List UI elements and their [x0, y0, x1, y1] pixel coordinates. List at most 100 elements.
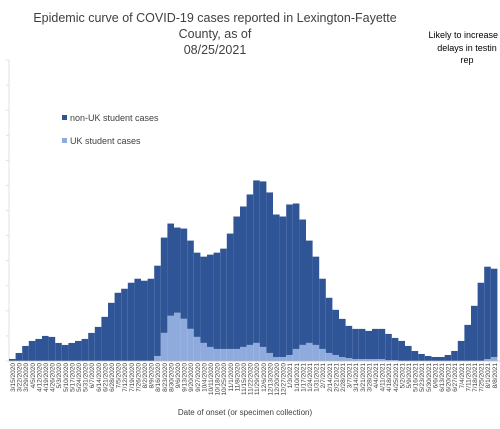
- bar-non-uk: [9, 358, 16, 361]
- x-tick-label: 6/14/2020: [96, 363, 103, 392]
- x-tick-label: 11/1/2020: [228, 363, 235, 392]
- x-tick-label: 9/27/2020: [195, 363, 202, 392]
- bar-non-uk: [418, 353, 425, 361]
- bar-uk: [160, 332, 168, 361]
- bar-non-uk: [147, 278, 155, 361]
- bar-uk: [352, 358, 359, 361]
- x-tick-label: 7/5/2020: [116, 363, 123, 389]
- bar-uk: [372, 358, 379, 361]
- bar-uk: [174, 312, 181, 361]
- x-tick-label: 7/26/2020: [135, 363, 142, 392]
- x-tick-label: 4/5/2020: [30, 363, 37, 389]
- bar-uk: [207, 346, 214, 361]
- bar-non-uk: [339, 318, 346, 357]
- bar-uk: [358, 358, 366, 361]
- x-tick-label: 5/10/2020: [63, 363, 70, 392]
- bar-uk: [319, 348, 326, 361]
- x-tick-label: 8/9/2020: [149, 363, 156, 389]
- x-tick-label: 9/6/2020: [175, 363, 182, 389]
- x-tick-label: 5/30/2021: [426, 363, 433, 392]
- bar-uk: [385, 359, 392, 361]
- bar-non-uk: [207, 254, 214, 347]
- x-tick-label: 7/18/2021: [472, 363, 479, 392]
- bar-non-uk: [108, 302, 115, 361]
- x-tick-label: 6/27/2021: [452, 363, 459, 392]
- bar-non-uk: [484, 266, 491, 359]
- bar-uk: [167, 315, 174, 361]
- x-tick-label: 4/18/2021: [386, 363, 393, 392]
- x-tick-label: 3/22/2020: [17, 363, 24, 392]
- x-tick-label: 6/28/2020: [109, 363, 116, 392]
- x-tick-label: 7/11/2021: [465, 363, 472, 392]
- x-tick-label: 1/24/2021: [307, 363, 314, 392]
- bar-non-uk: [477, 282, 485, 361]
- x-tick-label: 8/16/2020: [155, 363, 162, 392]
- y-axis-ticks: [6, 59, 9, 362]
- bar-uk: [292, 348, 300, 361]
- x-tick-label: 10/25/2020: [221, 363, 228, 396]
- x-tick-label: 5/24/2020: [76, 363, 83, 392]
- x-tick-label: 1/17/2021: [300, 363, 307, 392]
- bar-non-uk: [312, 256, 320, 345]
- bar-non-uk: [306, 240, 313, 343]
- bar-non-uk: [391, 337, 399, 360]
- bar-non-uk: [246, 194, 254, 345]
- bar-non-uk: [345, 325, 353, 358]
- x-tick-label: 8/2/2020: [142, 363, 149, 389]
- bar-uk: [365, 358, 372, 361]
- bar-uk: [187, 328, 194, 361]
- bar-non-uk: [220, 248, 227, 349]
- x-tick-label: 7/4/2021: [459, 363, 466, 389]
- bar-non-uk: [55, 342, 62, 361]
- annotation-line-1: Likely to increase d: [428, 30, 500, 40]
- bar-non-uk: [134, 278, 141, 361]
- chart-title-line1: Epidemic curve of COVID-19 cases reporte…: [33, 11, 397, 41]
- bar-uk: [213, 348, 221, 361]
- x-tick-label: 11/22/2020: [248, 363, 255, 395]
- legend-swatch-non-uk: [62, 115, 67, 120]
- bar-non-uk: [372, 328, 379, 359]
- bar-non-uk: [154, 265, 161, 356]
- x-tick-label: 5/16/2021: [413, 363, 420, 392]
- x-tick-label: 5/3/2020: [56, 363, 63, 389]
- x-tick-label: 3/7/2021: [347, 363, 354, 389]
- x-tick-label: 2/7/2021: [320, 363, 327, 389]
- bar-non-uk: [200, 256, 207, 343]
- x-tick-label: 5/9/2021: [406, 363, 413, 389]
- bar-non-uk: [88, 332, 95, 361]
- x-tick-label: 3/21/2021: [360, 363, 367, 392]
- bar-uk: [279, 356, 287, 361]
- bar-non-uk: [240, 206, 247, 347]
- bar-uk: [226, 348, 234, 361]
- x-tick-label: 8/8/2021: [492, 363, 499, 389]
- bar-non-uk: [180, 228, 188, 319]
- annotation-text: Likely to increase d delays in testin re…: [412, 29, 500, 67]
- x-tick-label: 7/19/2020: [129, 363, 136, 392]
- bar-non-uk: [431, 356, 438, 361]
- bar-non-uk: [213, 252, 221, 349]
- bar-non-uk: [279, 216, 287, 357]
- bar-non-uk: [385, 333, 392, 360]
- chart-title-line2: 08/25/2021: [183, 43, 247, 57]
- x-tick-label: 1/10/2021: [294, 363, 301, 392]
- bar-non-uk: [352, 328, 359, 359]
- bar-non-uk: [141, 280, 148, 361]
- bar-non-uk: [319, 278, 326, 349]
- x-tick-label: 4/19/2020: [43, 363, 50, 392]
- bar-non-uk: [226, 233, 234, 349]
- x-tick-label: 1/31/2021: [314, 363, 321, 392]
- x-tick-label: 3/15/2020: [10, 363, 17, 392]
- bar-non-uk: [48, 336, 56, 361]
- bar-non-uk: [160, 237, 168, 333]
- bar-non-uk: [411, 350, 419, 361]
- bar-non-uk: [174, 227, 181, 313]
- x-tick-label: 12/13/2020: [267, 363, 274, 396]
- bar-non-uk: [365, 330, 372, 359]
- chart-title: Epidemic curve of COVID-19 cases reporte…: [20, 10, 410, 58]
- bar-non-uk: [233, 216, 240, 349]
- bar-uk: [253, 342, 260, 361]
- bar-non-uk: [325, 297, 333, 353]
- x-tick-label: 4/25/2021: [393, 363, 400, 392]
- bar-non-uk: [438, 356, 445, 361]
- x-tick-label: 4/12/2020: [36, 363, 43, 392]
